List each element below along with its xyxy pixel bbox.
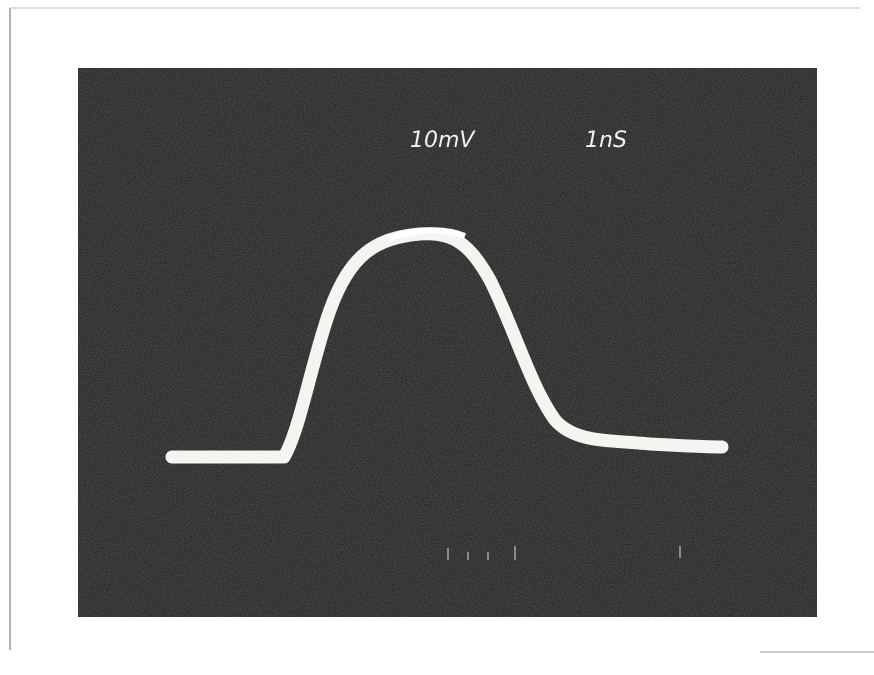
volts-per-div: 10mV: [410, 128, 476, 153]
time-per-div: 1nS: [585, 128, 627, 153]
page: 10mV 1nS: [0, 0, 874, 675]
